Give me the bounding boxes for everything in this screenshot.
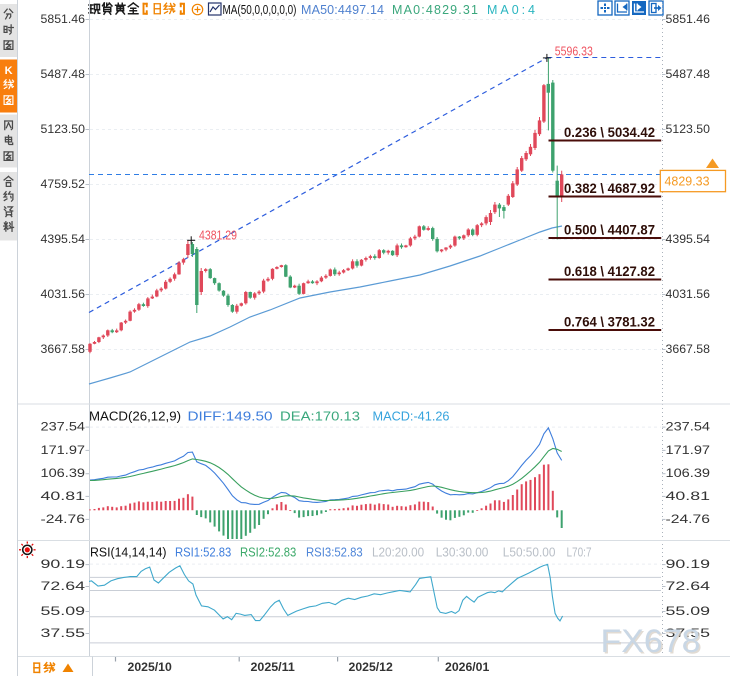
svg-text:5851.46: 5851.46 <box>666 12 711 26</box>
svg-text:90.19: 90.19 <box>666 557 711 571</box>
svg-text:40.81: 40.81 <box>666 489 711 503</box>
svg-text:0.500 \ 4407.87: 0.500 \ 4407.87 <box>564 223 655 238</box>
svg-text:90.19: 90.19 <box>41 557 86 571</box>
svg-text:L50:50.00: L50:50.00 <box>503 546 556 560</box>
svg-text:K: K <box>5 65 13 77</box>
svg-text:L70:7: L70:7 <box>567 546 592 560</box>
svg-text:106.39: 106.39 <box>41 466 86 480</box>
svg-text:5123.50: 5123.50 <box>666 122 711 136</box>
svg-text:DEA:170.13: DEA:170.13 <box>280 410 360 424</box>
svg-text:-24.76: -24.76 <box>41 512 86 526</box>
svg-text:37.55: 37.55 <box>41 626 86 640</box>
svg-text:55.09: 55.09 <box>41 604 86 618</box>
svg-text:MA(50,0,0,0,0,0): MA(50,0,0,0,0,0) <box>223 3 297 17</box>
svg-text:2025/11: 2025/11 <box>251 660 296 674</box>
svg-text:RSI(14,14,14): RSI(14,14,14) <box>90 546 167 560</box>
svg-text:2025/10: 2025/10 <box>128 660 173 674</box>
svg-text:5123.50: 5123.50 <box>41 122 86 136</box>
svg-text:237.54: 237.54 <box>41 420 86 434</box>
svg-text:2025/12: 2025/12 <box>349 660 394 674</box>
svg-text:MA0:4829.31: MA0:4829.31 <box>392 3 478 17</box>
svg-text:3667.58: 3667.58 <box>41 342 86 356</box>
svg-text:4381.29: 4381.29 <box>199 229 237 243</box>
svg-text:4759.52: 4759.52 <box>41 177 86 191</box>
svg-text:0.764 \ 3781.32: 0.764 \ 3781.32 <box>564 315 655 330</box>
svg-text:MA50:4497.14: MA50:4497.14 <box>301 3 384 17</box>
svg-text:RSI2:52.83: RSI2:52.83 <box>240 546 296 560</box>
svg-text:40.81: 40.81 <box>41 489 86 503</box>
svg-text:237.54: 237.54 <box>666 420 711 434</box>
svg-text:37.55: 37.55 <box>666 626 711 640</box>
svg-text:FX678: FX678 <box>601 623 701 659</box>
svg-text:L20:20.00: L20:20.00 <box>372 546 424 560</box>
svg-text:5487.48: 5487.48 <box>41 67 86 81</box>
svg-text:72.64: 72.64 <box>666 579 711 593</box>
svg-text:L30:30.00: L30:30.00 <box>436 546 489 560</box>
svg-text:4395.54: 4395.54 <box>41 232 86 246</box>
svg-text:DIFF:149.50: DIFF:149.50 <box>188 410 273 424</box>
svg-text:4829.33: 4829.33 <box>665 175 710 189</box>
svg-text:5851.46: 5851.46 <box>41 12 86 26</box>
svg-text:171.97: 171.97 <box>666 443 711 457</box>
svg-text:MA0:4: MA0:4 <box>487 3 535 17</box>
svg-text:4031.56: 4031.56 <box>666 287 711 301</box>
svg-text:0.382 \ 4687.92: 0.382 \ 4687.92 <box>564 181 655 196</box>
svg-text:RSI1:52.83: RSI1:52.83 <box>175 546 231 560</box>
svg-text:5596.33: 5596.33 <box>555 45 593 59</box>
svg-text:4395.54: 4395.54 <box>666 232 711 246</box>
svg-text:FX678: FX678 <box>602 625 702 661</box>
svg-text:0.618 \ 4127.82: 0.618 \ 4127.82 <box>564 264 655 279</box>
svg-text:5487.48: 5487.48 <box>666 67 711 81</box>
svg-text:MACD:-41.26: MACD:-41.26 <box>373 410 450 424</box>
svg-text:3667.58: 3667.58 <box>666 342 711 356</box>
svg-text:MACD(26,12,9): MACD(26,12,9) <box>89 410 181 424</box>
svg-text:72.64: 72.64 <box>41 579 86 593</box>
svg-text:106.39: 106.39 <box>666 466 711 480</box>
svg-text:RSI3:52.83: RSI3:52.83 <box>306 546 363 560</box>
svg-text:4031.56: 4031.56 <box>41 287 86 301</box>
svg-text:2026/01: 2026/01 <box>445 660 490 674</box>
svg-text:0.236 \ 5034.42: 0.236 \ 5034.42 <box>564 125 655 140</box>
svg-text:55.09: 55.09 <box>666 604 711 618</box>
svg-text:-24.76: -24.76 <box>666 512 711 526</box>
svg-text:171.97: 171.97 <box>41 443 86 457</box>
